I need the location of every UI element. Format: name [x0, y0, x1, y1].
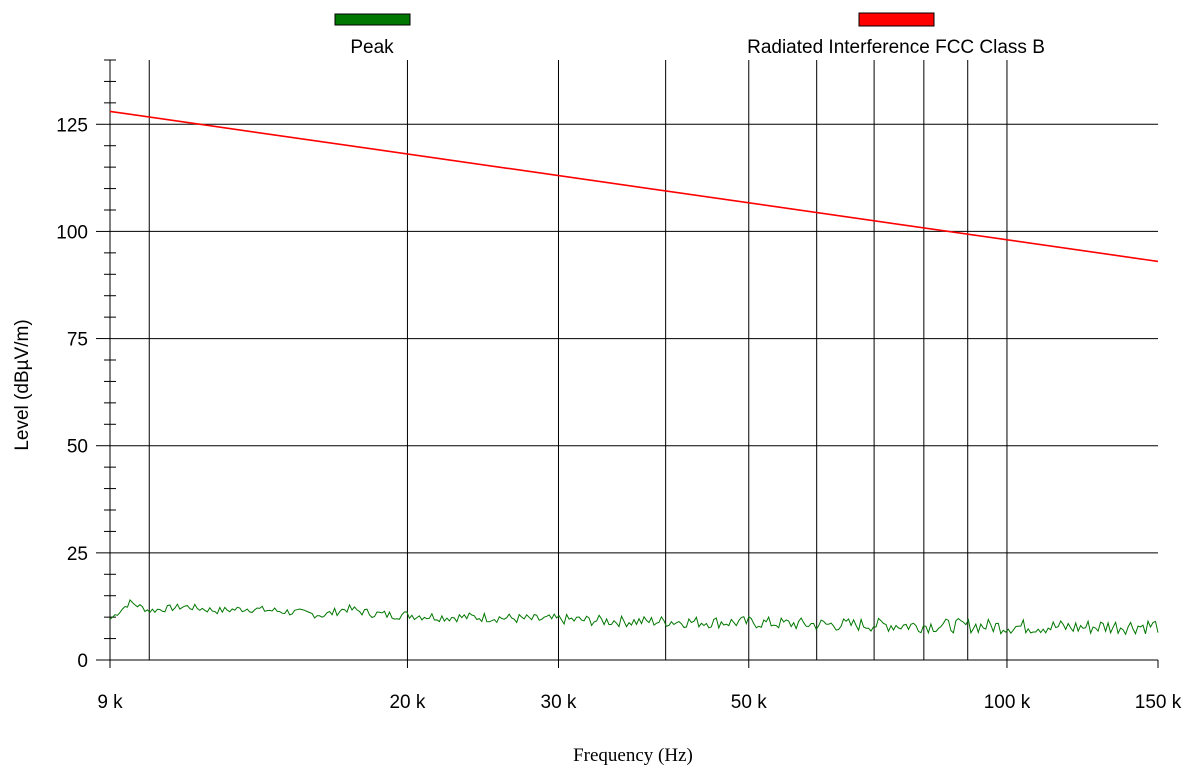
x-tick-label: 100 k: [984, 692, 1031, 713]
y-tick-label: 50: [67, 437, 88, 458]
plot-area: [109, 110, 1159, 636]
x-axis: 9 k 20 k 30 k 50 k 100 k 150 k: [97, 660, 1182, 713]
legend-swatch-peak: [334, 13, 411, 26]
legend-item-peak: Peak: [334, 13, 411, 58]
grid: [109, 60, 1158, 661]
x-tick-label: 20 k: [389, 692, 425, 713]
legend-label-peak: Peak: [350, 37, 394, 58]
y-tick-label: 75: [67, 330, 88, 351]
y-tick-label: 0: [77, 651, 88, 672]
x-axis-label: Frequency (Hz): [573, 745, 693, 766]
y-axis: 0 25 50 75 100 125: [56, 59, 116, 672]
x-tick-label: 30 k: [541, 692, 577, 713]
x-tick-label: 50 k: [731, 692, 767, 713]
legend: Peak Radiated Interference FCC Class B: [334, 12, 1045, 58]
y-tick-label: 100: [56, 222, 88, 243]
series-line-peak: [109, 598, 1159, 636]
legend-item-limit: Radiated Interference FCC Class B: [747, 12, 1045, 58]
x-tick-label: 150 k: [1135, 692, 1182, 713]
y-tick-label: 125: [56, 115, 88, 136]
x-tick-label: 9 k: [97, 692, 123, 713]
legend-label-limit: Radiated Interference FCC Class B: [747, 37, 1045, 58]
y-tick-label: 25: [67, 544, 88, 565]
series-line-limit: [109, 110, 1159, 263]
legend-swatch-limit: [858, 12, 935, 27]
y-axis-label: Level (dBµV/m): [12, 319, 33, 450]
